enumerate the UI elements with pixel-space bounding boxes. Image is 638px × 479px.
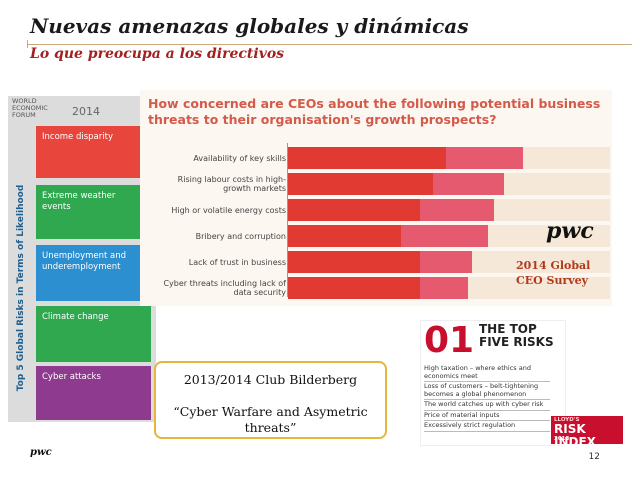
wef-risk-income-disparity: Income disparity	[36, 126, 151, 178]
category-label-line: growth markets	[223, 184, 286, 193]
category-label-line: Rising labour costs in high-	[177, 175, 286, 184]
slide-title: Nuevas amenazas globales y dinámicas	[30, 14, 469, 38]
wef-vertical-label-text: Top 5 Global Risks in Terms of Likelihoo…	[16, 184, 26, 391]
ceo-survey-note-line: 2014 Global	[516, 259, 591, 272]
bar-extremely-concerned	[288, 277, 421, 299]
category-label: Bribery and corruption	[196, 232, 286, 241]
wef-year: 2014	[72, 105, 100, 118]
risk-index-label: RISK INDEX	[554, 422, 596, 449]
wef-risk-cyber-attacks: Cyber attacks	[36, 366, 151, 420]
footer-pwc-logo: pwc	[30, 447, 52, 458]
category-label-line: Lack of trust in business	[188, 258, 286, 267]
wef-vertical-label: Top 5 Global Risks in Terms of Likelihoo…	[14, 160, 28, 415]
bar-extremely-concerned	[288, 199, 421, 221]
category-label-line: High or volatile energy costs	[171, 206, 286, 215]
bar-extremely-concerned	[288, 251, 421, 273]
list-item: The world catches up with cyber risk	[424, 400, 550, 411]
list-item: High taxation – where ethics and economi…	[424, 364, 550, 382]
bar-somewhat-concerned	[420, 251, 472, 273]
page-number: 12	[588, 452, 600, 462]
risk-index-year: 2013	[554, 436, 570, 442]
list-item: Excessively strict regulation	[424, 421, 550, 432]
bar-extremely-concerned	[288, 147, 446, 169]
top-risks-list: High taxation – where ethics and economi…	[424, 364, 550, 432]
bilderberg-box: 2013/2014 Club Bilderberg “Cyber Warfare…	[154, 361, 387, 439]
ceo-survey-note-line: CEO Survey	[516, 274, 589, 287]
wef-risks-panel: WORLD ECONOMIC FORUM 2014 Top 5 Global R…	[8, 96, 156, 422]
wef-risk-unemployment: Unemployment and underemployment	[36, 245, 151, 301]
category-label: High or volatile energy costs	[171, 206, 286, 215]
wef-risk-climate-change: Climate change	[36, 306, 151, 362]
ceo-survey-note: 2014 Global CEO Survey	[516, 258, 590, 288]
category-label: Availability of key skills	[193, 154, 286, 163]
wef-logo-line: WORLD	[12, 97, 37, 105]
category-label: Cyber threats including lack of data secu…	[163, 279, 286, 297]
list-item: Price of material inputs	[424, 411, 550, 421]
bar-somewhat-concerned	[420, 277, 469, 299]
slide-subtitle: Lo que preocupa a los directivos	[30, 46, 285, 62]
category-label: Lack of trust in business	[189, 258, 286, 267]
top-five-risks-panel: 01 THE TOP FIVE RISKS High taxation – wh…	[420, 320, 566, 446]
risk-index-badge: LLOYD'S RISK INDEX 2013	[551, 416, 623, 449]
ceo-chart-question: How concerned are CEOs about the followi…	[148, 96, 601, 127]
category-label: Rising labour costs in high-growth marke…	[178, 175, 286, 193]
bar-extremely-concerned	[288, 173, 433, 195]
bar-extremely-concerned	[288, 225, 401, 247]
risk-index-brand: LLOYD'S	[554, 417, 580, 423]
title-rule	[27, 44, 632, 45]
pwc-logo: pwc	[546, 218, 594, 244]
wef-risk-extreme-weather: Extreme weather events	[36, 185, 151, 239]
bilderberg-heading: 2013/2014 Club Bilderberg	[183, 372, 358, 387]
wef-logo: WORLD ECONOMIC FORUM	[12, 98, 60, 119]
ceo-survey-chart: How concerned are CEOs about the followi…	[140, 90, 612, 306]
wef-logo-line: ECONOMIC	[12, 104, 48, 112]
ceo-chart-axis	[287, 143, 288, 297]
wef-logo-line: FORUM	[12, 111, 36, 119]
top-risks-title-line: THE TOP	[479, 322, 537, 336]
category-label-line: Cyber threats including lack of	[163, 279, 286, 288]
category-label-line: data security	[233, 288, 286, 297]
bar-somewhat-concerned	[432, 173, 504, 195]
bar-somewhat-concerned	[400, 225, 488, 247]
top-risks-title: THE TOP FIVE RISKS	[479, 323, 567, 349]
category-label-line: Bribery and corruption	[195, 232, 286, 241]
bar-somewhat-concerned	[445, 147, 524, 169]
top-risks-number: 01	[424, 320, 475, 361]
top-risks-title-line: FIVE RISKS	[479, 335, 554, 349]
bilderberg-quote: “Cyber Warfare and Asymetric threats”	[173, 404, 368, 435]
bar-somewhat-concerned	[420, 199, 495, 221]
list-item: Loss of customers – belt-tightening beco…	[424, 382, 550, 400]
category-label-line: Availability of key skills	[193, 154, 286, 163]
